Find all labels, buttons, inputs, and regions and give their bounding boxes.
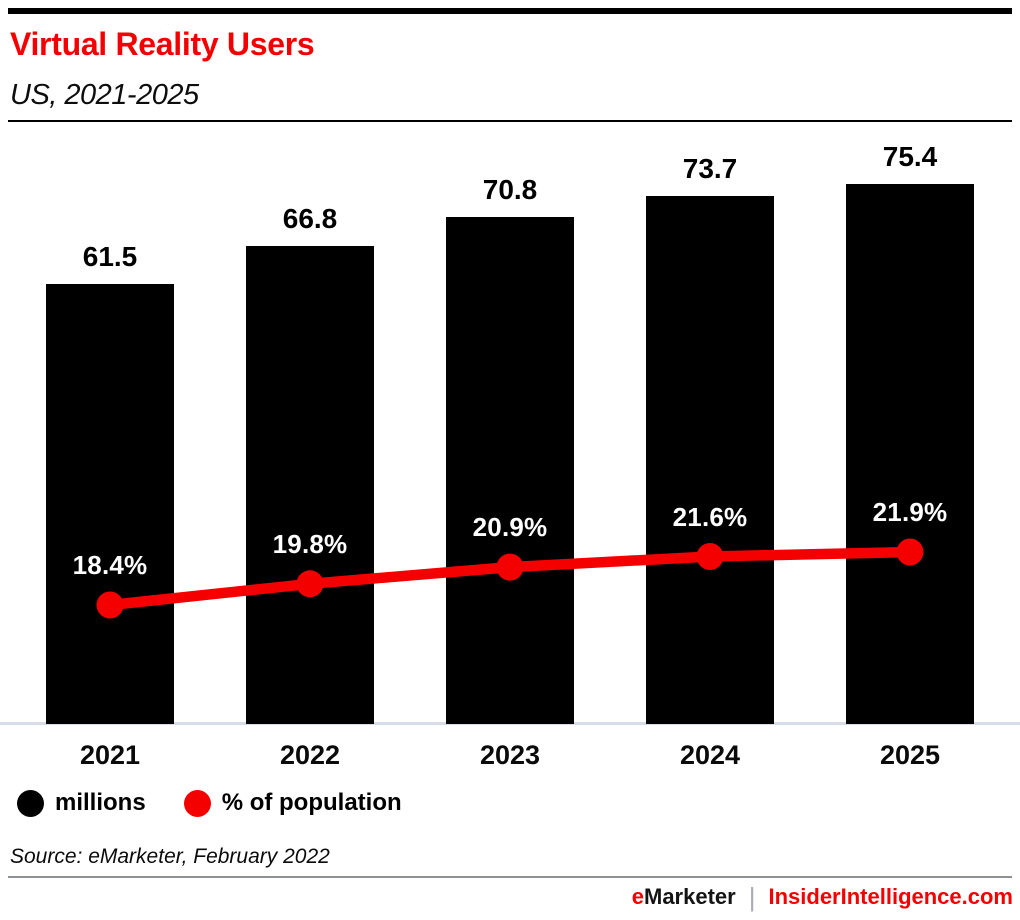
insider-intelligence-link[interactable]: InsiderIntelligence.com (768, 884, 1013, 909)
legend-item-pct-of-population: % of population (183, 789, 402, 817)
footer-divider (8, 876, 1012, 878)
bar-value-label-2023: 70.8 (482, 174, 538, 205)
legend-label: % of population (221, 789, 402, 816)
emarketer-logo: eMarketer (632, 883, 736, 910)
line-value-label-2025: 21.9% (872, 497, 948, 527)
header-rule (8, 120, 1012, 122)
bar-2023 (446, 217, 574, 724)
x-tick-2023: 2023 (479, 740, 541, 770)
x-tick-2025: 2025 (879, 740, 941, 770)
bar-value-label-2021: 61.5 (82, 241, 138, 272)
legend-item-millions: millions (17, 789, 146, 817)
bar-value-label-2022: 66.8 (282, 203, 338, 234)
bar-value-label-2024: 73.7 (682, 153, 738, 184)
line-value-label-2022: 19.8% (272, 529, 348, 559)
emarketer-logo-e: e (631, 884, 644, 909)
top-rule (8, 8, 1012, 14)
bar-series-swatch-icon (17, 789, 44, 817)
x-tick-2024: 2024 (679, 740, 741, 770)
line-value-label-2024: 21.6% (672, 502, 748, 532)
line-value-label-2023: 20.9% (472, 512, 548, 542)
footer-branding: eMarketer | InsiderIntelligence.com (632, 883, 1013, 910)
bar-2021 (46, 284, 174, 724)
bar-2024 (646, 196, 774, 724)
chart-title: Virtual Reality Users (10, 26, 315, 62)
legend-label: millions (55, 789, 146, 816)
bar-2022 (246, 246, 374, 724)
x-tick-2021: 2021 (79, 740, 141, 770)
emarketer-logo-rest: Marketer (644, 884, 736, 909)
source-note: Source: eMarketer, February 2022 (10, 845, 330, 868)
x-tick-2022: 2022 (279, 740, 341, 770)
bar-2025 (846, 184, 974, 724)
legend: millions % of population (17, 789, 402, 817)
bar-value-label-2025: 75.4 (882, 141, 938, 172)
chart-subtitle: US, 2021-2025 (10, 79, 199, 111)
line-value-label-2021: 18.4% (72, 550, 148, 580)
footer-separator: | (748, 881, 756, 912)
line-series-swatch-icon (183, 789, 211, 817)
